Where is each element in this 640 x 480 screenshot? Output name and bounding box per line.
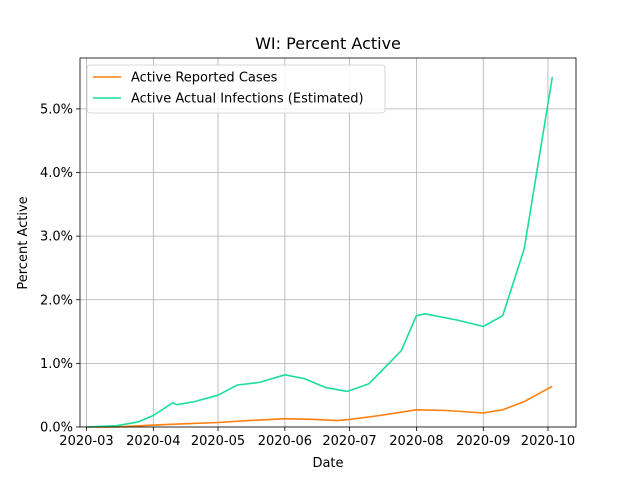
x-tick-label: 2020-06 bbox=[258, 434, 312, 449]
series-line-1 bbox=[86, 385, 553, 428]
legend: Active Reported Cases Active Actual Infec… bbox=[86, 64, 386, 114]
x-tick-label: 2020-09 bbox=[456, 434, 510, 449]
y-tick-label: 2.0% bbox=[40, 293, 73, 308]
y-tick-label: 5.0% bbox=[40, 102, 73, 117]
x-tick-label: 2020-04 bbox=[126, 434, 180, 449]
chart-title: WI: Percent Active bbox=[255, 34, 401, 53]
ticks: 2020-03 2020-04 2020-05 2020-06 2020-07 2020-… bbox=[40, 102, 575, 449]
y-tick-label: 4.0% bbox=[40, 166, 73, 181]
series-line-2 bbox=[86, 76, 554, 428]
plot-frame bbox=[79, 57, 577, 428]
y-tick-label: 3.0% bbox=[40, 230, 73, 245]
x-tick-label: 2020-08 bbox=[389, 434, 443, 449]
y-tick-label: 1.0% bbox=[40, 357, 73, 372]
x-tick-label: 2020-05 bbox=[191, 434, 245, 449]
x-axis-label: Date bbox=[312, 456, 343, 471]
legend-box bbox=[86, 64, 386, 114]
y-axis-label: Percent Active bbox=[16, 196, 31, 289]
y-tick-label: 0.0% bbox=[40, 421, 73, 436]
x-tick-label: 2020-10 bbox=[521, 434, 575, 449]
legend-label: Active Actual Infections (Estimated) bbox=[131, 92, 364, 107]
series-lines bbox=[86, 76, 554, 428]
x-tick-label: 2020-07 bbox=[322, 434, 376, 449]
x-tick-label: 2020-03 bbox=[59, 434, 113, 449]
legend-label: Active Reported Cases bbox=[131, 71, 278, 86]
axes bbox=[79, 57, 577, 428]
